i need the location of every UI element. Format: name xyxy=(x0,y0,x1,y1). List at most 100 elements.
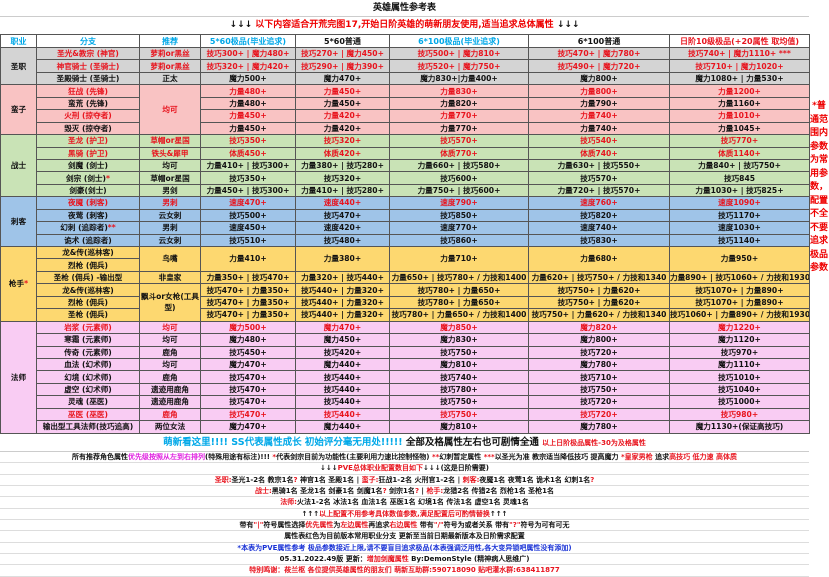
value-cell: 技巧710+ | 魔力1020+ xyxy=(669,59,810,73)
value-cell: 魔力470+ xyxy=(295,71,390,86)
value-cell: 技巧750+ | 力量620+ xyxy=(528,283,670,297)
recommend-cell: 两位女法 xyxy=(139,420,201,434)
value-cell: 速度470+ xyxy=(200,196,296,210)
recommend-cell: 非皇家 xyxy=(139,270,201,285)
class-name: 法师 xyxy=(10,372,27,382)
branch-name: 圣枪 (佣兵) xyxy=(68,310,108,320)
value-cell: 魔力830+ xyxy=(389,333,529,347)
value-cell: 魔力820+ xyxy=(528,320,670,335)
value-cell: 技巧320+ xyxy=(295,134,390,148)
note-segment: ** xyxy=(431,453,440,461)
value-cell: 技巧440+ | 力量320+ xyxy=(295,283,390,297)
branch-cell: 火刑 (掠夺者) xyxy=(36,109,140,123)
branch-cell: 圣龙 (护卫) xyxy=(36,134,140,148)
branch-cell: 狂战 (先锋) xyxy=(36,84,140,98)
note-segment: *本表为PVE属性参考 极品参数接近上限,请不要盲目追求极品(本表强调泛用性,各… xyxy=(237,543,572,552)
recommend-cell: 均可 xyxy=(139,320,201,335)
note-segment: 优先级按照从左到右排列 xyxy=(128,453,205,461)
branch-name: 黑骑 (护卫) xyxy=(68,148,108,158)
branch-cell: 夜魇 (刺客) xyxy=(36,196,140,210)
note-segment: "?" xyxy=(509,521,521,530)
table-row: 灵魂 (巫医) 遗迹用鹿角 技巧470+ 技巧440+ 技巧750+ 技巧720+ 技巧10… xyxy=(0,395,810,409)
value-cell: 技巧440+ | 力量320+ xyxy=(295,295,390,310)
value-cell: 技巧470+ xyxy=(200,370,296,384)
recommend-cell: 飘斗or女枪(工具型) xyxy=(139,283,201,322)
table-row: 蛮荒 (先锋) 力量480+ 力量450+ 力量820+ 力量790+ 力量1160+ xyxy=(0,96,810,111)
branch-name: 幻境 (幻术师) xyxy=(64,372,112,382)
column-header: 6*100极品(毕业追求) xyxy=(389,34,529,48)
branch-name: 神官骑士 (圣骑士) xyxy=(56,61,120,71)
table-row: 龙&传(巡林客) 飘斗or女枪(工具型) 技巧470+ | 力量350+ 技巧440+… xyxy=(0,283,810,322)
branch-cell: 龙&传(巡林客) xyxy=(36,245,140,260)
value-cell: 力量770+ xyxy=(389,121,529,136)
value-cell: 体质770+ xyxy=(389,146,529,160)
value-cell: 技巧470+ | 魔力780+ xyxy=(528,46,670,61)
note-segment: 符号为可有可无 xyxy=(520,521,570,530)
recommend-cell: 遗迹用鹿角 xyxy=(139,395,201,409)
table-row: 烈枪 (佣兵) 技巧470+ | 力量350+ 技巧440+ | 力量320+ 技巧7… xyxy=(0,295,810,310)
value-cell: 魔力780+ xyxy=(528,420,670,434)
recommend-cell: 均可 xyxy=(139,158,201,173)
table-row: 剑豪(剑士) 男剑 力量450+ | 技巧300+ 力量410+ | 技巧280+ 力量… xyxy=(0,183,810,198)
newbie-banner: 萌新看这里!!!! SS代表属性成长 初始评分毫无用处!!!!! 全部及格属性左… xyxy=(0,433,809,452)
branch-name: 夜莺 (刺客) xyxy=(68,210,108,220)
note-segment: 属性表红色为目前版本常用职业分支 更新至当前日期最新版本及日阶需求配置 xyxy=(284,532,525,541)
recommend-cell: 鸟嘴 xyxy=(139,246,201,272)
table-row: 神官骑士 (圣骑士) 萝莉or黑丝 技巧320+ | 魔力420+ 技巧290+ | … xyxy=(0,59,810,73)
value-cell: 技巧720+ xyxy=(528,345,670,359)
recommend-cell: 萝莉or黑丝 xyxy=(139,59,201,73)
note-segment: 圣光1-2名 教宗1名 xyxy=(231,475,294,484)
value-cell: 魔力780+ xyxy=(528,357,670,372)
note-segment: PVE总体职业配置数目如下 xyxy=(337,464,423,473)
branch-name: 圣殿骑士 (圣骑士) xyxy=(56,74,120,84)
note-segment: 代表剑宗目前为功能性(主要利用力速比控制怪物) xyxy=(276,453,432,461)
note-segment: 符号属性选择 xyxy=(263,521,306,530)
note-segment: 各位提供英雄属性的朋友们 萌新互助群:590718090 贴吧灌水群:63841… xyxy=(305,566,560,575)
value-cell: 技巧780+ xyxy=(389,382,529,397)
class-name: 枪手 xyxy=(8,279,25,289)
class-name: 圣职 xyxy=(10,61,27,71)
branch-name: 圣龙 (护卫) xyxy=(68,136,108,146)
value-cell: 技巧300+ | 魔力480+ xyxy=(200,46,296,61)
note-segment: 法师: xyxy=(280,498,297,507)
branch-cell: 神官骑士 (圣骑士) xyxy=(36,59,140,73)
branch-cell: 圣枪 (佣兵) -输出型 xyxy=(36,270,140,285)
branch-cell: 圣枪 (佣兵) xyxy=(36,308,140,322)
note-segment: 剑宗1名 xyxy=(386,487,415,496)
value-cell: 力量740+ xyxy=(528,109,670,123)
column-header: 5*60普通 xyxy=(295,34,390,48)
value-cell: 力量1200+ xyxy=(669,84,810,98)
branch-name: 寒霜 (元素师) xyxy=(64,335,112,345)
note-segment: 再追求 xyxy=(368,521,390,530)
value-cell: 技巧720+ xyxy=(528,407,670,422)
value-cell: 技巧470+ | 力量350+ xyxy=(200,308,296,322)
value-cell: 体质740+ xyxy=(528,146,670,160)
note-segment: 符号为或者关系 带有 xyxy=(443,521,510,530)
value-cell: 技巧970+ xyxy=(669,345,810,359)
column-header: 5*60极品(毕业追求) xyxy=(200,34,296,48)
note-segment: *皇家男枪 xyxy=(621,453,653,461)
branch-cell: 输出型工具法师(技巧追高) xyxy=(36,420,140,434)
recommend-cell: 萝莉or黑丝 xyxy=(139,46,201,61)
value-cell: 魔力500+ xyxy=(200,320,296,335)
class-name: 刺客 xyxy=(10,217,27,227)
recommend-cell: 草帽or星国 xyxy=(139,134,201,148)
value-cell: 力量450+ xyxy=(200,121,296,136)
note-line: 05.31.2022.49版 更新：增加剑魔属性 By:DemonStyle (… xyxy=(0,554,809,566)
value-cell: 力量320+ | 技巧440+ xyxy=(295,270,390,285)
branch-cell: 蛮荒 (先锋) xyxy=(36,96,140,111)
notes: 所有推荐角色属性优先级按照从左到右排列(特殊用途有标注)!!! *代表剑宗目前为… xyxy=(0,452,809,577)
value-cell: 魔力450+ xyxy=(295,333,390,347)
value-cell: 力量380+ xyxy=(295,246,390,272)
note-segment: ↓↓↓(这是日阶需要) xyxy=(422,464,489,473)
value-cell: 力量420+ xyxy=(295,121,390,136)
value-cell: 魔力1080+ | 力量530+ xyxy=(669,71,810,86)
table-row: 黑骑 (护卫) 铁头&犀甲 体质450+ 体质420+ 体质770+ 体质740+ 体质11… xyxy=(0,146,810,160)
note-line: 圣职:圣光1-2名 教宗1名? 神官1名 圣殿1名 | 蛮子:狂战1-2名 火刑… xyxy=(0,475,809,487)
value-cell: 力量1160+ xyxy=(669,96,810,111)
table-row: 圣枪 (佣兵) -输出型 非皇家 力量350+ | 技巧470+ 力量320+ | 技… xyxy=(0,270,810,285)
note-segment: "|" xyxy=(253,521,264,530)
note-segment: 龙猎2名 传猎2名 烈枪1名 圣枪1名 xyxy=(443,487,555,496)
note-segment: ↑↑↑ xyxy=(489,509,508,518)
value-cell: 魔力1130+(保证高技巧) xyxy=(669,420,810,434)
